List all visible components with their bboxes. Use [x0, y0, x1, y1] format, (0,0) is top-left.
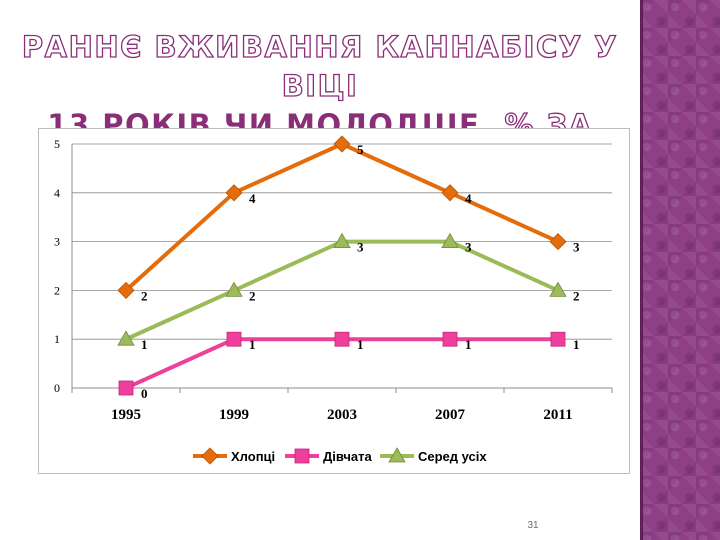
x-tick-label: 1999 [219, 407, 249, 423]
data-point-marker [333, 135, 351, 153]
chart-frame [38, 128, 630, 474]
data-label: 1 [249, 337, 256, 352]
legend-marker [388, 447, 406, 463]
page-number: 31 [527, 520, 539, 531]
data-point-marker [441, 184, 459, 202]
data-label: 3 [357, 240, 364, 255]
decorative-side-strip [640, 0, 720, 540]
y-tick-label: 5 [54, 137, 60, 151]
x-tick-label: 2007 [435, 407, 466, 423]
data-label: 2 [249, 288, 256, 303]
data-point-marker [117, 281, 135, 299]
data-label: 0 [141, 386, 148, 401]
data-point-marker [549, 281, 567, 297]
y-tick-label: 4 [54, 186, 60, 200]
data-point-marker [333, 232, 351, 249]
data-label: 1 [141, 337, 148, 352]
data-point-marker [549, 233, 567, 251]
data-label: 1 [357, 337, 364, 352]
data-label: 3 [573, 240, 580, 255]
y-tick-label: 2 [54, 283, 60, 297]
data-label: 1 [573, 337, 580, 352]
data-label: 4 [465, 191, 472, 206]
y-tick-label: 1 [54, 332, 60, 346]
data-point-marker [225, 184, 243, 202]
data-point-marker [117, 330, 135, 346]
data-point-marker [118, 380, 134, 396]
data-label: 3 [465, 240, 472, 255]
x-tick-label: 1995 [111, 407, 141, 423]
title-line-1-text: РАННЄ ВЖИВАННЯ КАННАБІСУ У ВІЦІ [21, 29, 619, 103]
legend-marker [201, 447, 219, 465]
data-label: 4 [249, 191, 256, 206]
title-line-1: РАННЄ ВЖИВАННЯ КАННАБІСУ У ВІЦІ [0, 28, 640, 106]
data-point-marker [550, 331, 566, 347]
data-label: 2 [141, 288, 148, 303]
data-label: 2 [573, 288, 580, 303]
y-tick-label: 3 [54, 235, 60, 249]
data-point-marker [226, 331, 242, 347]
legend-label: Серед усіх [418, 449, 487, 464]
series-line-1 [124, 142, 559, 292]
x-tick-label: 2011 [543, 407, 572, 423]
legend-label: Дівчата [323, 449, 373, 464]
data-point-marker [225, 281, 243, 297]
legend-marker [294, 448, 310, 464]
x-tick-label: 2003 [327, 407, 357, 423]
data-label: 5 [357, 142, 364, 157]
y-tick-label: 0 [54, 381, 60, 395]
data-point-marker [442, 331, 458, 347]
legend-label: Хлопці [231, 449, 275, 464]
data-point-marker [441, 232, 459, 249]
data-point-marker [334, 331, 350, 347]
data-label: 1 [465, 337, 472, 352]
